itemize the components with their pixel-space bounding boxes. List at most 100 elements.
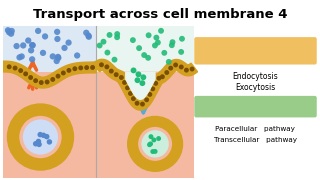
Text: Vesicular transport: Vesicular transport: [206, 46, 304, 55]
Circle shape: [36, 139, 41, 144]
Circle shape: [144, 97, 149, 102]
Circle shape: [104, 50, 110, 55]
Circle shape: [173, 62, 178, 67]
Polygon shape: [3, 61, 96, 88]
Circle shape: [151, 138, 156, 142]
Circle shape: [6, 29, 12, 35]
Circle shape: [99, 62, 104, 67]
Circle shape: [164, 70, 169, 75]
Circle shape: [150, 86, 155, 91]
Circle shape: [61, 45, 68, 51]
Circle shape: [155, 40, 161, 46]
Circle shape: [29, 42, 35, 48]
Circle shape: [153, 35, 159, 40]
Circle shape: [148, 134, 153, 139]
Circle shape: [50, 53, 56, 60]
Circle shape: [86, 34, 92, 40]
Circle shape: [140, 102, 145, 107]
Circle shape: [130, 37, 136, 43]
Circle shape: [190, 67, 195, 71]
Polygon shape: [93, 59, 197, 110]
Circle shape: [66, 39, 72, 46]
Circle shape: [145, 55, 151, 61]
Circle shape: [44, 134, 50, 139]
Text: Transcellular   pathway: Transcellular pathway: [213, 137, 297, 143]
Circle shape: [122, 80, 127, 85]
Polygon shape: [121, 71, 160, 99]
Circle shape: [166, 59, 172, 65]
Circle shape: [28, 75, 33, 80]
Circle shape: [100, 39, 107, 45]
Text: Exocytosis: Exocytosis: [235, 83, 275, 92]
Circle shape: [148, 141, 153, 146]
Circle shape: [25, 37, 31, 44]
Circle shape: [54, 29, 60, 35]
Circle shape: [114, 31, 120, 37]
Circle shape: [7, 64, 12, 69]
Polygon shape: [126, 72, 155, 99]
Circle shape: [72, 66, 77, 71]
Circle shape: [152, 42, 158, 48]
Circle shape: [53, 58, 60, 64]
Circle shape: [13, 43, 20, 49]
Circle shape: [45, 80, 50, 84]
Circle shape: [150, 149, 155, 154]
FancyBboxPatch shape: [194, 96, 317, 117]
Circle shape: [160, 74, 165, 79]
Text: Transport across epithilia: Transport across epithilia: [204, 104, 306, 110]
Circle shape: [140, 80, 145, 86]
Circle shape: [74, 52, 80, 59]
Circle shape: [19, 53, 25, 60]
Circle shape: [18, 68, 23, 73]
Circle shape: [140, 74, 146, 80]
Circle shape: [33, 141, 38, 147]
Circle shape: [169, 42, 175, 48]
Circle shape: [158, 28, 164, 34]
Circle shape: [148, 92, 152, 97]
Circle shape: [8, 31, 14, 37]
Bar: [3, 26, 96, 178]
Circle shape: [178, 49, 184, 55]
Circle shape: [141, 130, 169, 158]
Bar: [96, 26, 194, 178]
Circle shape: [97, 42, 102, 48]
Text: Transport across cell membrane 4: Transport across cell membrane 4: [33, 8, 287, 21]
Circle shape: [84, 65, 89, 70]
Circle shape: [47, 139, 52, 145]
Circle shape: [136, 45, 142, 51]
Circle shape: [146, 32, 152, 38]
Circle shape: [40, 50, 46, 56]
Circle shape: [131, 96, 136, 101]
Circle shape: [36, 142, 42, 147]
Circle shape: [109, 69, 114, 74]
Circle shape: [56, 74, 60, 79]
Bar: [96, 26, 194, 72]
Circle shape: [179, 36, 185, 42]
Circle shape: [67, 68, 71, 73]
Bar: [3, 26, 96, 72]
Circle shape: [131, 68, 137, 73]
Circle shape: [35, 28, 41, 34]
Circle shape: [156, 76, 161, 81]
Circle shape: [134, 77, 140, 83]
Circle shape: [119, 75, 124, 80]
Circle shape: [54, 36, 60, 42]
Circle shape: [170, 39, 175, 45]
Circle shape: [39, 80, 44, 85]
Circle shape: [168, 66, 173, 71]
Circle shape: [55, 55, 61, 61]
Circle shape: [128, 91, 133, 96]
Circle shape: [147, 142, 152, 147]
Circle shape: [114, 72, 119, 77]
Circle shape: [85, 33, 92, 39]
Circle shape: [156, 136, 161, 141]
Circle shape: [153, 81, 158, 86]
Circle shape: [161, 50, 167, 56]
Circle shape: [13, 110, 68, 165]
Circle shape: [114, 34, 120, 40]
Circle shape: [107, 32, 112, 38]
Circle shape: [55, 54, 61, 60]
Circle shape: [83, 30, 89, 36]
Circle shape: [179, 65, 184, 69]
Circle shape: [28, 47, 34, 53]
